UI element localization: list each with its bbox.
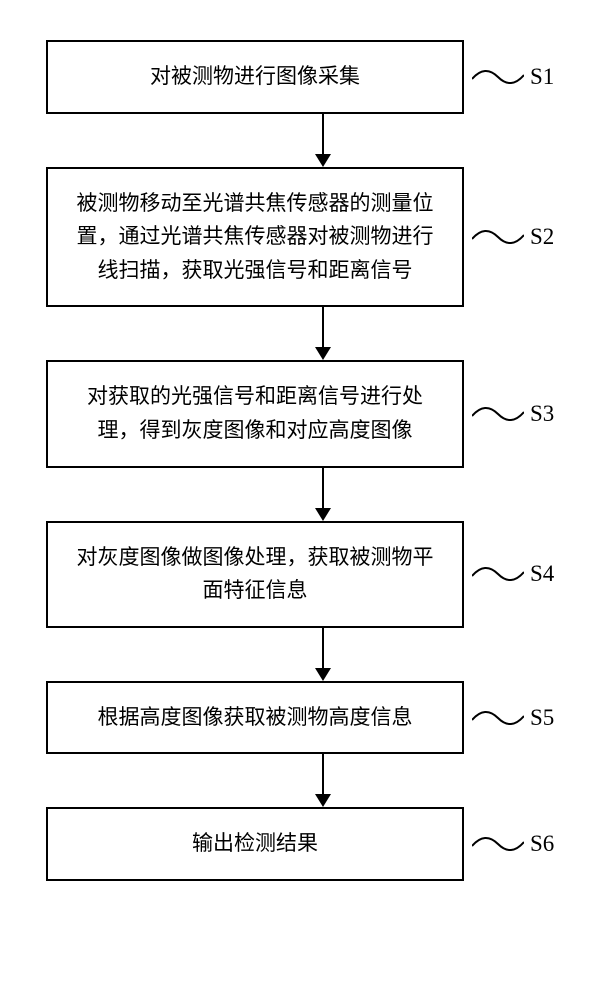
step-label-5: S5: [530, 705, 554, 731]
step-row-6: 输出检测结果 S6: [0, 807, 599, 881]
label-area-3: S3: [472, 401, 599, 427]
label-area-2: S2: [472, 224, 599, 250]
connector-curve-icon: [472, 226, 524, 248]
connector-curve-icon: [472, 707, 524, 729]
connector-curve-icon: [472, 563, 524, 585]
step-node-1: 对被测物进行图像采集: [46, 40, 464, 114]
step-node-5: 根据高度图像获取被测物高度信息: [46, 681, 464, 755]
arrow-down-icon: [310, 307, 336, 360]
step-node-2: 被测物移动至光谱共焦传感器的测量位置，通过光谱共焦传感器对被测物进行线扫描，获取…: [46, 167, 464, 308]
step-label-3: S3: [530, 401, 554, 427]
arrow-down-icon: [310, 754, 336, 807]
step-row-1: 对被测物进行图像采集 S1: [0, 40, 599, 114]
step-node-6: 输出检测结果: [46, 807, 464, 881]
arrow-4: [114, 628, 532, 681]
connector-curve-icon: [472, 403, 524, 425]
label-area-6: S6: [472, 831, 599, 857]
step-text-4: 对灰度图像做图像处理，获取被测物平面特征信息: [68, 541, 442, 608]
label-area-1: S1: [472, 64, 599, 90]
step-text-6: 输出检测结果: [68, 827, 442, 861]
label-area-4: S4: [472, 561, 599, 587]
step-text-2: 被测物移动至光谱共焦传感器的测量位置，通过光谱共焦传感器对被测物进行线扫描，获取…: [68, 187, 442, 288]
arrow-down-icon: [310, 114, 336, 167]
step-label-2: S2: [530, 224, 554, 250]
arrow-down-icon: [310, 628, 336, 681]
connector-curve-icon: [472, 833, 524, 855]
step-text-5: 根据高度图像获取被测物高度信息: [68, 701, 442, 735]
arrow-3: [114, 468, 532, 521]
connector-curve-icon: [472, 66, 524, 88]
step-node-4: 对灰度图像做图像处理，获取被测物平面特征信息: [46, 521, 464, 628]
arrow-5: [114, 754, 532, 807]
step-text-1: 对被测物进行图像采集: [68, 60, 442, 94]
arrow-2: [114, 307, 532, 360]
flowchart-container: 对被测物进行图像采集 S1 被测物移动至光谱共焦传感器的测量位置，通过光谱共焦传…: [0, 40, 599, 881]
step-label-4: S4: [530, 561, 554, 587]
label-area-5: S5: [472, 705, 599, 731]
step-label-1: S1: [530, 64, 554, 90]
arrow-1: [114, 114, 532, 167]
step-row-2: 被测物移动至光谱共焦传感器的测量位置，通过光谱共焦传感器对被测物进行线扫描，获取…: [0, 167, 599, 308]
step-row-5: 根据高度图像获取被测物高度信息 S5: [0, 681, 599, 755]
step-text-3: 对获取的光强信号和距离信号进行处理，得到灰度图像和对应高度图像: [68, 380, 442, 447]
step-row-3: 对获取的光强信号和距离信号进行处理，得到灰度图像和对应高度图像 S3: [0, 360, 599, 467]
step-row-4: 对灰度图像做图像处理，获取被测物平面特征信息 S4: [0, 521, 599, 628]
arrow-down-icon: [310, 468, 336, 521]
step-node-3: 对获取的光强信号和距离信号进行处理，得到灰度图像和对应高度图像: [46, 360, 464, 467]
step-label-6: S6: [530, 831, 554, 857]
